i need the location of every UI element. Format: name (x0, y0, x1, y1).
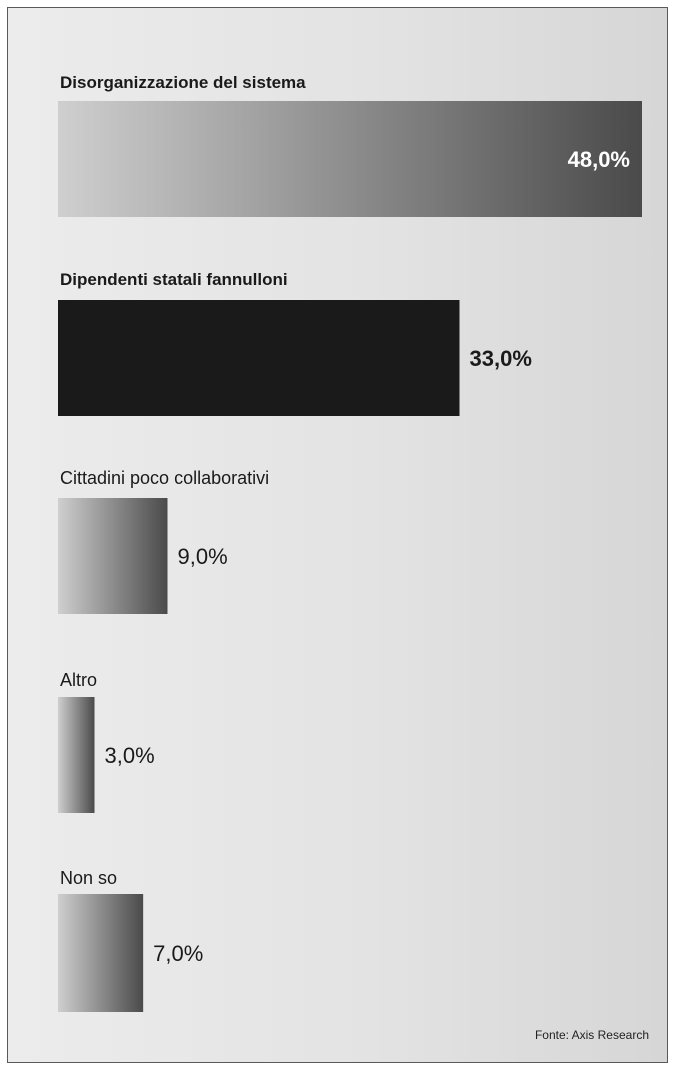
bar (58, 894, 144, 1012)
bar (58, 697, 95, 813)
value-label: 7,0% (153, 941, 203, 966)
value-label: 3,0% (105, 743, 155, 768)
value-label: 9,0% (178, 544, 228, 569)
category-label: Dipendenti statali fannulloni (60, 270, 288, 289)
category-label: Disorganizzazione del sistema (60, 73, 306, 92)
bar (58, 300, 460, 416)
bar (58, 101, 642, 217)
bar (58, 498, 168, 614)
source-note: Fonte: Axis Research (534, 1028, 649, 1042)
category-label: Altro (60, 670, 97, 690)
category-label: Cittadini poco collaborativi (60, 468, 269, 488)
value-label: 33,0% (470, 346, 532, 371)
value-label: 48,0% (568, 147, 630, 172)
category-label: Non so (60, 868, 117, 888)
